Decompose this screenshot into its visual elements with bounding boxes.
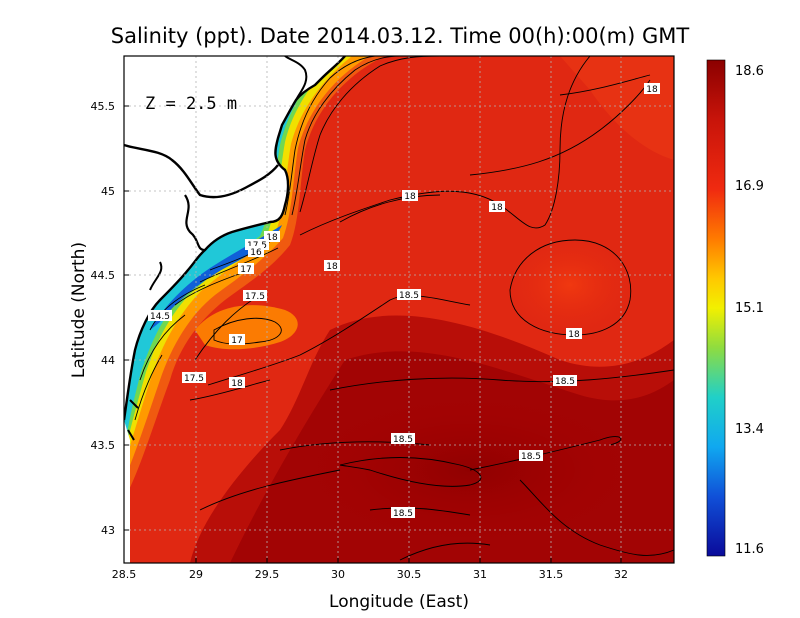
- contour-label: 18: [264, 231, 280, 243]
- plot-frame: [123, 55, 675, 564]
- svg-text:18.5: 18.5: [399, 291, 419, 301]
- svg-text:18: 18: [326, 262, 338, 272]
- y-tick-label: 45: [101, 185, 115, 198]
- colorbar-tick: 11.6: [735, 542, 764, 557]
- colorbar: 18.6 16.9 15.1 13.4 11.6: [706, 59, 764, 557]
- low-salinity-eddy: [505, 235, 635, 335]
- x-tick-label: 29.5: [255, 568, 280, 581]
- contour-label: 18: [229, 377, 245, 389]
- svg-text:18: 18: [231, 379, 243, 389]
- contour-label: 18: [566, 328, 582, 340]
- x-tick-label: 31: [473, 568, 487, 581]
- coast-details: [127, 399, 139, 441]
- colorbar-tick: 13.4: [735, 422, 764, 437]
- svg-text:18.5: 18.5: [521, 452, 541, 462]
- x-tick-label: 30.5: [397, 568, 422, 581]
- x-tick-label: 32: [614, 568, 628, 581]
- estuary-outline: [284, 56, 308, 101]
- lake-outline: [149, 261, 163, 291]
- chart-title: Salinity (ppt). Date 2014.03.12. Time 00…: [111, 24, 690, 48]
- svg-text:17: 17: [240, 265, 251, 275]
- depth-label: Z = 2.5 m: [145, 94, 237, 114]
- ne-region: [560, 56, 674, 160]
- plot-area: 18 18 18 18 18 18 18 18.5 18.5 18.5 18.5…: [124, 56, 674, 563]
- contour-label: 17.5: [243, 290, 267, 302]
- x-tick-labels: 28.5 29 29.5 30 30.5 31 31.5 32: [112, 568, 628, 581]
- x-axis-label: Longitude (East): [329, 592, 469, 612]
- svg-text:17.5: 17.5: [245, 292, 265, 302]
- x-tick-label: 30: [331, 568, 345, 581]
- contour-label: 18: [489, 201, 505, 213]
- y-tick-labels: 43 43.5 44 44.5 45 45.5: [91, 100, 116, 537]
- contour-lines: [134, 56, 674, 561]
- y-tick-label: 43.5: [91, 439, 116, 452]
- svg-text:18: 18: [266, 233, 278, 243]
- contour-label: 18: [324, 260, 340, 272]
- tick-marks: [124, 105, 622, 563]
- svg-text:17.5: 17.5: [184, 374, 204, 384]
- colorbar-gradient: [706, 59, 726, 557]
- svg-text:17: 17: [231, 336, 242, 346]
- svg-text:16: 16: [250, 248, 262, 258]
- x-tick-label: 29: [189, 568, 203, 581]
- tongue-orange: [195, 305, 298, 350]
- contour-label: 14.5: [148, 310, 172, 322]
- svg-text:14.5: 14.5: [150, 312, 170, 322]
- colorbar-tick: 15.1: [735, 301, 764, 316]
- x-tick-label: 28.5: [112, 568, 137, 581]
- grid-lines: [124, 56, 674, 563]
- y-axis-label: Latitude (North): [69, 242, 89, 378]
- y-tick-label: 44.5: [91, 269, 116, 282]
- contour-label-group: 18 18 18 18 18 18 18 18.5 18.5 18.5 18.5…: [148, 83, 660, 519]
- y-tick-label: 43: [101, 524, 115, 537]
- svg-text:18: 18: [568, 330, 580, 340]
- contour-label: 17: [229, 334, 245, 346]
- contour-label: 18.5: [519, 450, 543, 462]
- svg-text:18: 18: [646, 85, 658, 95]
- y-tick-label: 45.5: [91, 100, 116, 113]
- lagoon-outline: [184, 194, 206, 252]
- x-tick-label: 31.5: [539, 568, 564, 581]
- land-area-south: [124, 420, 130, 563]
- svg-text:18: 18: [491, 203, 503, 213]
- contour-label: 18: [644, 83, 660, 95]
- contour-label: 17: [238, 263, 254, 275]
- svg-text:18: 18: [404, 192, 416, 202]
- river-delta-outline: [124, 143, 279, 199]
- svg-text:18.5: 18.5: [555, 377, 575, 387]
- colorbar-tick: 16.9: [735, 179, 764, 194]
- contour-label: 16: [248, 246, 264, 258]
- contour-label: 18.5: [391, 507, 415, 519]
- contour-label: 18: [402, 190, 418, 202]
- svg-text:18.5: 18.5: [393, 435, 413, 445]
- y-tick-label: 44: [101, 354, 115, 367]
- contour-label: 17.5: [182, 372, 206, 384]
- contour-label: 18.5: [391, 433, 415, 445]
- contour-label: 18.5: [553, 375, 577, 387]
- colorbar-tick: 18.6: [735, 64, 764, 79]
- svg-text:18.5: 18.5: [393, 509, 413, 519]
- land-area: [124, 56, 345, 420]
- contour-label: 18.5: [397, 289, 421, 301]
